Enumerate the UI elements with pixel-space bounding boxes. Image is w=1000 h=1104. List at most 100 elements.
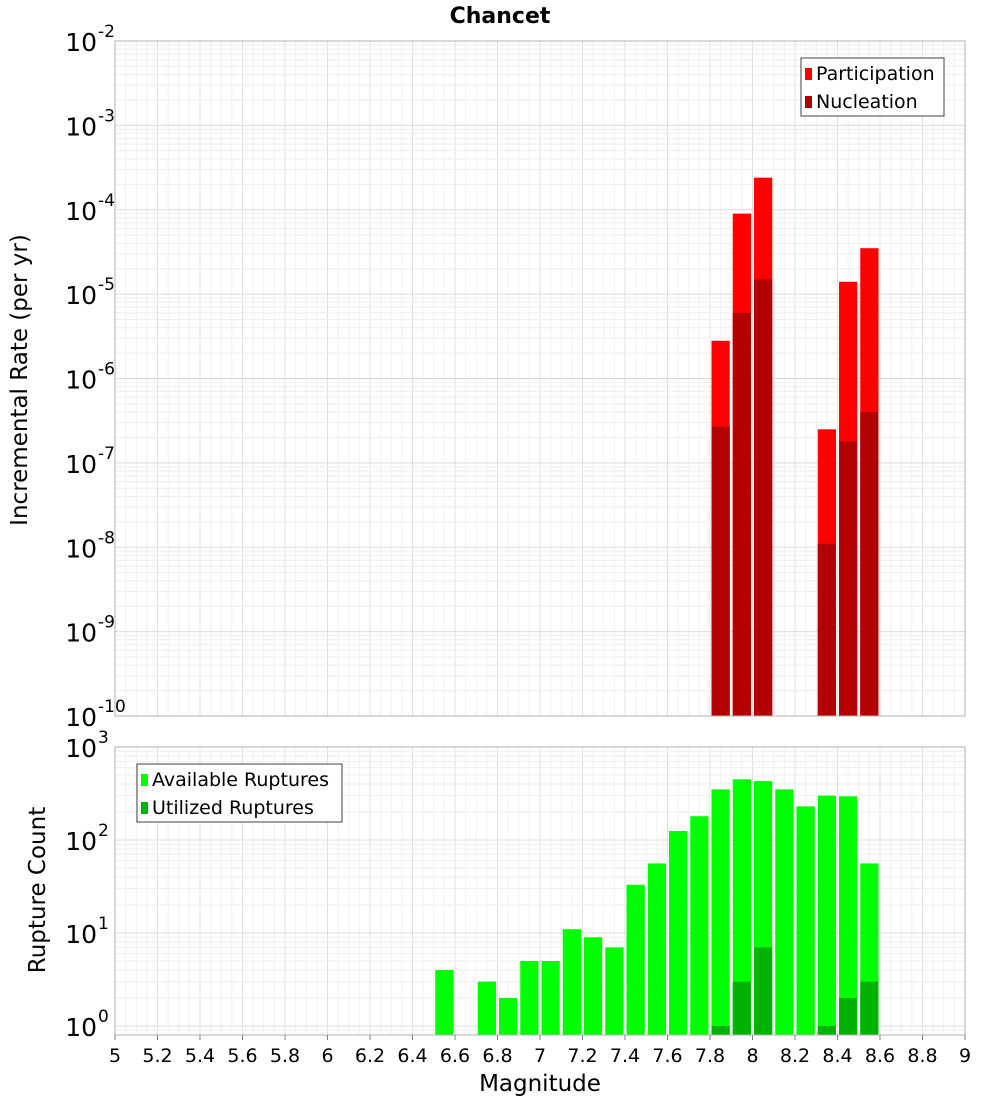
y-tick-label: 10 [65, 450, 97, 479]
x-tick-label: 5.4 [185, 1045, 215, 1067]
bar-available-ruptures-m6_55 [435, 969, 454, 1035]
count-axis-label: Rupture Count [25, 807, 51, 973]
legend-box [800, 57, 945, 117]
bar-available-ruptures-m7_75 [690, 816, 709, 1035]
y-tick-exponent: -5 [98, 275, 115, 295]
bar-available-ruptures-m8_15 [775, 789, 794, 1035]
y-tick-exponent: -4 [98, 191, 115, 211]
x-tick-label: 5.6 [227, 1045, 257, 1067]
x-tick-label: 8 [746, 1045, 758, 1067]
legend-box [136, 763, 343, 823]
rate-axis-label: Incremental Rate (per yr) [7, 234, 33, 526]
bar-available-ruptures-m6_75 [477, 981, 496, 1035]
x-tick-label: 6 [321, 1045, 333, 1067]
y-tick-label: 10 [65, 112, 97, 141]
rate-legend: Participation Nucleation [800, 57, 945, 117]
bar-available-ruptures-m7_95 [732, 779, 751, 1035]
rate-plot-frame [114, 40, 966, 717]
y-tick-exponent: -10 [98, 697, 126, 717]
x-tick-label: 5.8 [270, 1045, 300, 1067]
legend-swatch [805, 68, 812, 80]
bar-available-ruptures-m7_15 [562, 929, 581, 1035]
legend-label: Nucleation [816, 91, 918, 113]
y-tick-label: 10 [65, 281, 97, 310]
bar-available-ruptures-m7_25 [584, 937, 603, 1035]
y-tick-label: 10 [65, 28, 97, 57]
bar-available-ruptures-m7_85 [711, 789, 730, 1035]
bar-available-ruptures-m7_05 [541, 960, 560, 1035]
bar-nucleation-m8_05 [754, 279, 773, 716]
y-tick-exponent: 1 [98, 914, 109, 934]
bar-available-ruptures-m8_45 [839, 796, 858, 1035]
x-tick-label: 6.8 [482, 1045, 512, 1067]
y-tick-exponent: -3 [98, 106, 115, 126]
bar-utilized-ruptures-m7_85 [711, 1025, 730, 1035]
bar-utilized-ruptures-m8_35 [817, 1025, 836, 1035]
rate-bars [711, 177, 879, 717]
legend-label: Available Ruptures [152, 769, 329, 791]
bar-available-ruptures-m8_25 [796, 806, 815, 1035]
bar-utilized-ruptures-m8_05 [754, 947, 773, 1035]
x-tick-label: 7.8 [695, 1045, 725, 1067]
y-tick-exponent: 2 [98, 821, 109, 841]
count-bars [435, 779, 879, 1035]
x-tick-label: 7.2 [567, 1045, 597, 1067]
y-tick-label: 10 [65, 1013, 97, 1042]
bar-available-ruptures-m6_85 [499, 997, 518, 1035]
bar-nucleation-m8_45 [839, 441, 858, 716]
x-tick-label: 6.6 [440, 1045, 470, 1067]
x-tick-label: 7 [534, 1045, 546, 1067]
y-tick-label: 10 [65, 920, 97, 949]
y-tick-label: 10 [65, 366, 97, 395]
bar-nucleation-m8_35 [817, 543, 836, 716]
y-tick-label: 10 [65, 534, 97, 563]
x-tick-label: 6.4 [397, 1045, 427, 1067]
y-tick-label: 10 [65, 734, 97, 763]
x-tick-label: 8.6 [865, 1045, 895, 1067]
count-panel: 10 010 110 210 35 5.2 5.4 5.6 5.8 6 6.2 6.4 6.6 6.8 7 7… [65, 728, 971, 1067]
legend-swatch [141, 774, 148, 786]
x-tick-label: 5 [109, 1045, 121, 1067]
y-tick-exponent: 3 [98, 728, 109, 748]
y-tick-label: 10 [65, 703, 97, 732]
y-tick-label: 10 [65, 827, 97, 856]
y-tick-exponent: -7 [98, 444, 115, 464]
magnitude-axis-label: Magnitude [479, 1071, 601, 1097]
y-tick-exponent: -2 [98, 22, 115, 42]
chart-title: Chancet [450, 4, 551, 29]
bar-available-ruptures-m6_95 [520, 960, 539, 1035]
legend-swatch [805, 96, 812, 108]
bar-available-ruptures-m7_55 [647, 863, 666, 1035]
x-tick-label: 9 [959, 1045, 971, 1067]
bar-nucleation-m8_55 [860, 412, 879, 716]
x-tick-label: 8.2 [780, 1045, 810, 1067]
y-tick-exponent: -8 [98, 528, 115, 548]
bar-available-ruptures-m7_65 [669, 830, 688, 1035]
x-tick-label: 6.2 [355, 1045, 385, 1067]
x-tick-label: 7.6 [652, 1045, 682, 1067]
legend-label: Participation [816, 63, 935, 85]
bar-available-ruptures-m7_45 [626, 884, 645, 1035]
y-tick-label: 10 [65, 619, 97, 648]
bar-nucleation-m7_95 [732, 312, 751, 716]
y-tick-label: 10 [65, 197, 97, 226]
bar-utilized-ruptures-m8_45 [839, 997, 858, 1035]
y-tick-exponent: 0 [98, 1007, 109, 1027]
count-legend: Available Ruptures Utilized Ruptures [136, 763, 343, 823]
x-tick-label: 5.2 [142, 1045, 172, 1067]
x-tick-label: 7.4 [610, 1045, 640, 1067]
bar-available-ruptures-m8_35 [817, 795, 836, 1035]
x-tick-label: 8.4 [822, 1045, 852, 1067]
legend-label: Utilized Ruptures [152, 797, 314, 819]
bar-available-ruptures-m7_35 [605, 947, 624, 1035]
y-tick-exponent: -6 [98, 360, 115, 380]
bar-nucleation-m7_85 [711, 426, 730, 716]
y-tick-exponent: -9 [98, 613, 115, 633]
bar-utilized-ruptures-m8_55 [860, 981, 879, 1035]
rate-gridlines [114, 40, 966, 717]
